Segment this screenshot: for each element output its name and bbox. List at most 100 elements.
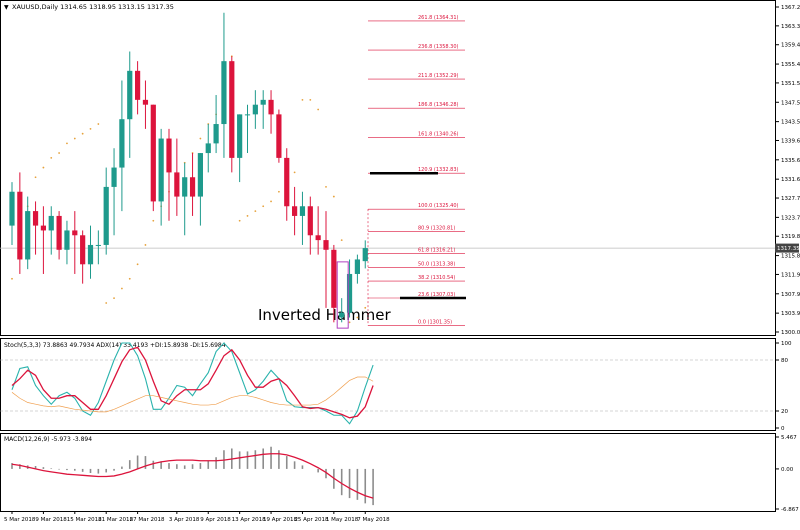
candle-body: [127, 70, 133, 120]
current-price-label: 1317.35: [777, 246, 800, 252]
price-tick-label: 1359.40: [781, 43, 800, 49]
fib-level-label: 161.8 (1340.26): [418, 131, 459, 137]
fib-level-label: 120.9 (1332.83): [418, 167, 459, 173]
candle-body: [339, 312, 345, 318]
inverted-hammer-highlight: [336, 261, 349, 329]
sar-dot: [364, 306, 367, 309]
sar-dot: [246, 215, 249, 217]
sar-dot: [66, 142, 68, 145]
price-tick-label: 1347.50: [781, 100, 800, 106]
candle-body: [260, 99, 266, 105]
candle-body: [299, 206, 306, 216]
fibonacci-levels: 261.8 (1364.31) 236.8 (1358.30) 211.8 (135…: [367, 15, 465, 326]
price-tick-label: 1339.60: [781, 138, 800, 144]
sar-dot: [97, 123, 100, 125]
header-arrow[interactable]: ▼: [4, 4, 9, 11]
macd-tick-label: -6.867: [781, 507, 799, 513]
price-tick-label: 1331.60: [781, 177, 800, 183]
stochastic-lines: 100 80 20 0: [0, 341, 792, 432]
fib-level-label: 211.8 (1352.29): [418, 73, 459, 79]
candle-body: [229, 61, 235, 158]
sar-dot: [293, 171, 296, 174]
sar-dot: [136, 263, 139, 266]
candle-body: [32, 211, 39, 226]
sar-dot: [50, 156, 53, 159]
sar-dot: [262, 205, 265, 208]
candle-body: [189, 177, 196, 197]
candle-body: [307, 206, 313, 236]
candle-body: [25, 211, 31, 260]
header-title: XAUUSD,Daily 1314.65 1318.95 1313.15 131…: [12, 3, 174, 11]
candle-body: [354, 259, 360, 274]
sar-dot: [238, 219, 241, 222]
price-axis-ticks: 1367.20 1363.30 1359.40 1355.40 1351.50 1347.…: [0, 5, 800, 336]
candle-body: [150, 104, 156, 202]
x-tick-label: 25 Apr 2018: [294, 517, 329, 523]
fib-level-label: 23.6 (1307.03): [418, 292, 455, 298]
sar-dot: [270, 200, 272, 203]
candle-body: [142, 99, 149, 105]
stoch-tick-label: 20: [781, 409, 788, 415]
candle-body: [284, 157, 290, 207]
candle-body: [276, 114, 282, 158]
x-tick-label: 15 Mar 2018: [67, 517, 102, 523]
macd-tick-label: 0.00: [781, 467, 794, 473]
sar-dot: [144, 244, 147, 246]
x-tick-label: 27 Mar 2018: [130, 517, 165, 523]
candle-body: [9, 191, 15, 226]
sar-dot: [348, 321, 351, 324]
sar-dot: [121, 287, 123, 290]
x-tick-label: 19 Apr 2018: [263, 517, 298, 523]
candle-body: [135, 70, 141, 100]
candle-body: [95, 244, 101, 246]
candle-body: [221, 61, 227, 125]
candle-body: [80, 235, 86, 265]
price-tick-label: 1315.80: [781, 254, 800, 260]
fib-level-label: 38.2 (1310.54): [418, 275, 455, 281]
candle-body: [119, 119, 125, 168]
x-tick-label: 9 Mar 2018: [35, 517, 67, 523]
price-tick-label: 1363.30: [781, 24, 800, 30]
price-tick-label: 1367.20: [781, 5, 800, 11]
stoch-tick-label: 100: [781, 341, 792, 347]
candle-body: [197, 153, 203, 197]
candle-body: [362, 248, 368, 262]
stoch-tick-label: 0: [781, 426, 785, 432]
macd-tick-label: 5.467: [781, 435, 797, 441]
stoch-panel-label: Stoch(5,3,3) 73.8863 49.7934 ADX(14) 33.…: [4, 342, 226, 349]
candle-body: [64, 230, 70, 250]
candle-body: [56, 215, 62, 250]
adx-line: [11, 376, 374, 413]
sar-dot: [34, 176, 37, 179]
price-tick-label: 1323.70: [781, 215, 800, 221]
price-tick-label: 1351.50: [781, 81, 800, 87]
fib-level-label: 61.8 (1316.21): [418, 248, 455, 254]
macd-histogram: 5.467 0.00 -6.867: [11, 435, 799, 513]
sar-dot: [105, 302, 108, 304]
fib-level-label: 80.9 (1320.81): [418, 225, 455, 231]
sar-dot: [152, 219, 155, 222]
price-tick-label: 1307.90: [781, 292, 800, 298]
sar-dot: [356, 316, 359, 319]
price-tick-label: 1327.70: [781, 196, 800, 202]
sar-dot: [340, 239, 343, 242]
sar-dot: [11, 277, 13, 280]
fib-level-label: 100.0 (1325.40): [418, 203, 459, 209]
sar-dot: [199, 137, 202, 140]
sar-dot: [81, 132, 84, 135]
price-tick-label: 1303.90: [781, 311, 800, 317]
sar-dot: [254, 210, 257, 212]
price-tick-label: 1311.90: [781, 272, 800, 278]
candlesticks: [9, 12, 368, 323]
sar-dot: [332, 195, 335, 198]
fib-level-label: 236.8 (1358.30): [418, 44, 459, 50]
x-tick-label: 1 May 2018: [326, 517, 359, 523]
candle-body: [213, 124, 219, 144]
candle-body: [244, 114, 251, 116]
candle-body: [174, 172, 180, 197]
sar-dot: [58, 152, 60, 154]
price-tick-label: 1355.40: [781, 62, 800, 68]
candle-body: [182, 177, 188, 197]
candle-body: [205, 143, 211, 154]
